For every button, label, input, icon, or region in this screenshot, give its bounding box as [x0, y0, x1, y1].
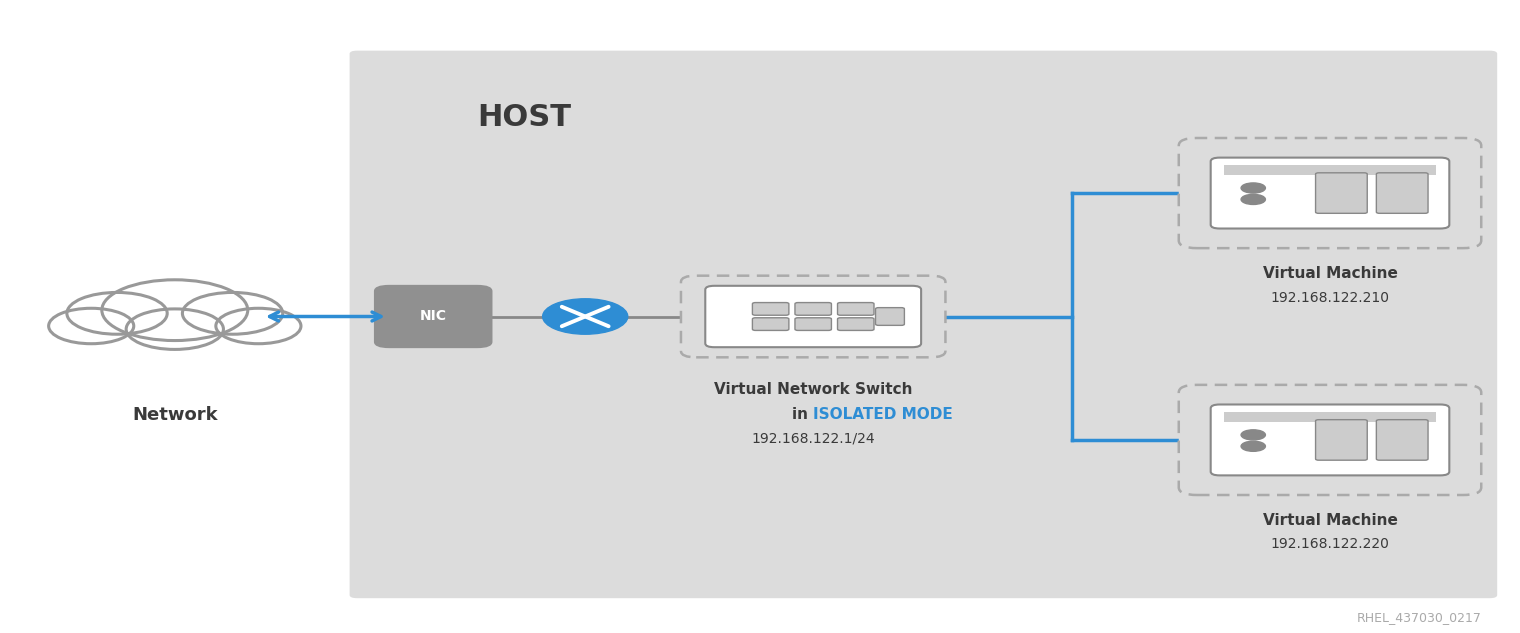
FancyBboxPatch shape	[1210, 158, 1449, 229]
FancyBboxPatch shape	[838, 303, 874, 315]
FancyBboxPatch shape	[1376, 420, 1429, 460]
Circle shape	[49, 308, 134, 344]
Circle shape	[543, 299, 628, 334]
Text: HOST: HOST	[477, 103, 572, 132]
Circle shape	[1240, 430, 1265, 440]
Text: NIC: NIC	[420, 310, 447, 323]
FancyBboxPatch shape	[838, 318, 874, 330]
FancyBboxPatch shape	[1316, 420, 1368, 460]
FancyBboxPatch shape	[1210, 404, 1449, 475]
Circle shape	[102, 280, 248, 341]
FancyBboxPatch shape	[374, 285, 492, 348]
FancyBboxPatch shape	[795, 303, 831, 315]
FancyBboxPatch shape	[752, 318, 789, 330]
FancyBboxPatch shape	[1224, 412, 1435, 422]
Text: Virtual Network Switch: Virtual Network Switch	[714, 382, 912, 397]
FancyBboxPatch shape	[1316, 173, 1368, 213]
Text: Virtual Machine: Virtual Machine	[1263, 513, 1397, 528]
Text: 192.168.122.1/24: 192.168.122.1/24	[751, 432, 876, 446]
Text: RHEL_437030_0217: RHEL_437030_0217	[1357, 611, 1482, 624]
FancyBboxPatch shape	[681, 276, 945, 357]
FancyBboxPatch shape	[1376, 173, 1429, 213]
Circle shape	[1240, 441, 1265, 451]
FancyBboxPatch shape	[795, 318, 831, 330]
Text: in: in	[792, 407, 813, 422]
Circle shape	[67, 292, 167, 334]
Circle shape	[216, 308, 301, 344]
FancyBboxPatch shape	[752, 303, 789, 315]
Text: 192.168.122.210: 192.168.122.210	[1271, 291, 1389, 304]
Circle shape	[1240, 183, 1265, 193]
FancyBboxPatch shape	[705, 286, 921, 347]
FancyBboxPatch shape	[1180, 138, 1480, 248]
Circle shape	[182, 292, 283, 334]
FancyBboxPatch shape	[1180, 385, 1480, 495]
FancyBboxPatch shape	[876, 308, 904, 325]
Text: Virtual Machine: Virtual Machine	[1263, 266, 1397, 281]
Circle shape	[1240, 194, 1265, 204]
FancyBboxPatch shape	[1224, 165, 1435, 175]
Text: ISOLATED MODE: ISOLATED MODE	[813, 407, 953, 422]
Text: Network: Network	[132, 406, 217, 423]
FancyBboxPatch shape	[350, 51, 1497, 598]
Text: 192.168.122.220: 192.168.122.220	[1271, 537, 1389, 551]
Circle shape	[126, 309, 223, 349]
